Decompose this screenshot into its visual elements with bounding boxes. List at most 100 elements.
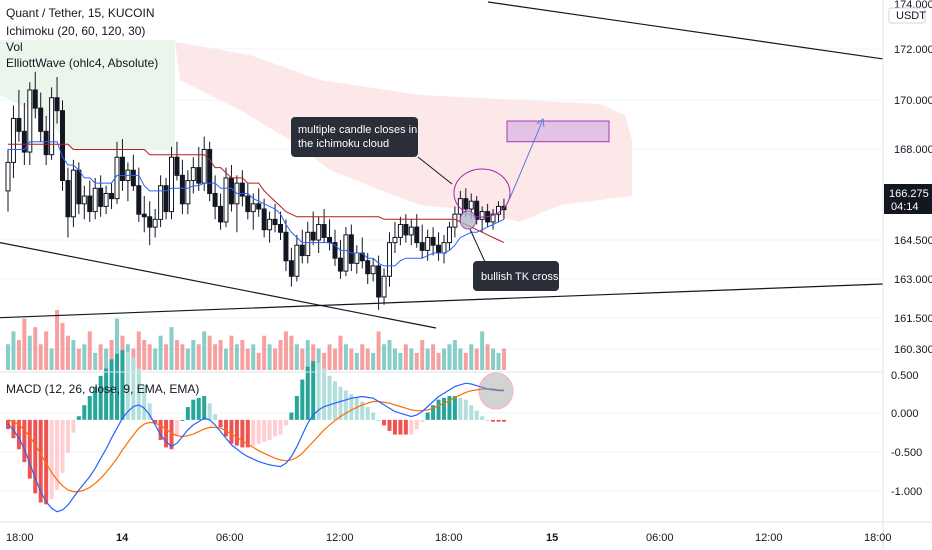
cloud-note-line-1: multiple candle closes in [298, 124, 417, 136]
candle-body [387, 242, 392, 277]
candle-body [419, 242, 425, 251]
macd-histogram-bar [360, 401, 365, 420]
volume-bar [93, 352, 98, 370]
cloud-note-pointer [417, 156, 453, 185]
macd-histogram-bar [147, 403, 152, 420]
time-tick: 18:00 [6, 532, 34, 544]
macd-line [7, 382, 504, 513]
cloud-note-callout[interactable]: multiple candle closes in the ichimoku c… [291, 117, 418, 157]
candle-body [283, 231, 289, 262]
volume-bar [485, 344, 490, 370]
volume-bar [447, 344, 452, 370]
annotations[interactable] [417, 118, 610, 263]
volume-bar [322, 352, 327, 370]
volume-bar [354, 352, 359, 370]
candle-body [38, 107, 44, 132]
candle-body [152, 218, 158, 228]
time-axis[interactable]: 18:00 14 06:00 12:00 18:00 15 06:00 12:0… [6, 532, 892, 544]
tk-note-box [473, 261, 559, 291]
candle-body [256, 203, 262, 210]
candle-body [272, 218, 278, 226]
price-tick: 161.500 [894, 313, 932, 325]
macd-histogram-bar [191, 399, 196, 420]
volume-bar [442, 348, 446, 370]
candle-body [98, 187, 104, 207]
candle-body [376, 265, 382, 298]
volume-bar [273, 348, 278, 370]
volume-bar [294, 344, 299, 370]
macd-tick: 0.000 [891, 408, 919, 420]
volume-bar [316, 348, 321, 370]
candle-body [496, 205, 501, 215]
macd-histogram-bar [398, 419, 403, 435]
macd-histogram-bar [376, 419, 381, 421]
price-axis[interactable]: 174.000 USDT 172.000 170.000 168.000 164… [884, 0, 932, 356]
candle-body [288, 260, 294, 277]
volume-bar [382, 344, 387, 370]
candle-body [343, 234, 349, 272]
candle-body [239, 182, 245, 197]
currency-badge[interactable] [888, 7, 926, 24]
volume-bar [409, 348, 414, 370]
macd-histogram-bar [327, 375, 332, 420]
volume-bar [387, 340, 392, 370]
macd-highlight [478, 372, 514, 410]
candle-body [332, 242, 338, 259]
volume-bar [431, 344, 436, 370]
macd-histogram-bar [153, 419, 158, 424]
candle-body [174, 156, 180, 176]
tk-note-callout[interactable]: bullish TK cross [473, 261, 559, 291]
time-tick: 14 [116, 532, 129, 544]
trend-lines[interactable] [0, 1, 884, 329]
macd-histogram-bar [33, 419, 38, 494]
candle-body [5, 161, 11, 192]
price-candles[interactable] [5, 71, 507, 310]
macd-histogram-bar [491, 419, 496, 422]
macd-histogram-bar [98, 375, 103, 420]
volume-legend[interactable]: Vol [6, 40, 23, 54]
price-tick: 170.000 [894, 95, 932, 107]
candle-body [321, 224, 327, 238]
trend-line [487, 1, 884, 60]
volume-bar [147, 344, 152, 370]
volume-bar [180, 344, 185, 370]
macd-histogram-bar [382, 419, 387, 426]
macd-legend[interactable]: MACD (12, 26, close, 9, EMA, EMA) [6, 382, 199, 396]
macd-histogram-bar [202, 396, 207, 420]
candle-body [92, 187, 98, 213]
macd-tick: 0.500 [891, 370, 919, 382]
elliott-legend[interactable]: ElliottWave (ohlc4, Absolute) [6, 56, 158, 70]
volume-bar [87, 331, 92, 370]
volume-bar [65, 335, 70, 370]
volume-bar [349, 348, 354, 370]
ichimoku-legend[interactable]: Ichimoku (20, 60, 120, 30) [6, 24, 145, 38]
volume-bar [360, 344, 365, 370]
volume-bar [60, 322, 65, 370]
macd-histogram-bar [224, 419, 228, 437]
candle-body [452, 213, 458, 228]
time-tick: 12:00 [326, 532, 354, 544]
macd-histogram-bar [104, 368, 109, 420]
volume-bar [104, 348, 109, 370]
macd-pane [6, 350, 514, 513]
volume-bar [164, 344, 169, 370]
volume-bar [71, 340, 76, 370]
symbol-title: Quant / Tether, 15, KUCOIN [6, 6, 155, 20]
macd-histogram-bar [474, 410, 479, 420]
macd-histogram-bar [436, 399, 441, 420]
macd-histogram-bar [338, 386, 343, 420]
macd-axis[interactable]: 0.500 0.000 -0.500 -1.000 [891, 370, 922, 498]
macd-histogram-bar [27, 419, 32, 479]
macd-histogram-bar [125, 351, 130, 420]
cloud-close-highlight [453, 168, 511, 218]
macd-histogram-bar [185, 407, 190, 420]
candle-body [119, 156, 125, 182]
macd-histogram-bar [245, 419, 250, 448]
macd-histogram-bar [300, 379, 305, 420]
macd-histogram-bar [38, 419, 43, 503]
candle-body [185, 180, 191, 205]
candle-body [490, 213, 496, 223]
volume-bar [76, 348, 81, 370]
price-tick: 172.000 [894, 44, 932, 56]
